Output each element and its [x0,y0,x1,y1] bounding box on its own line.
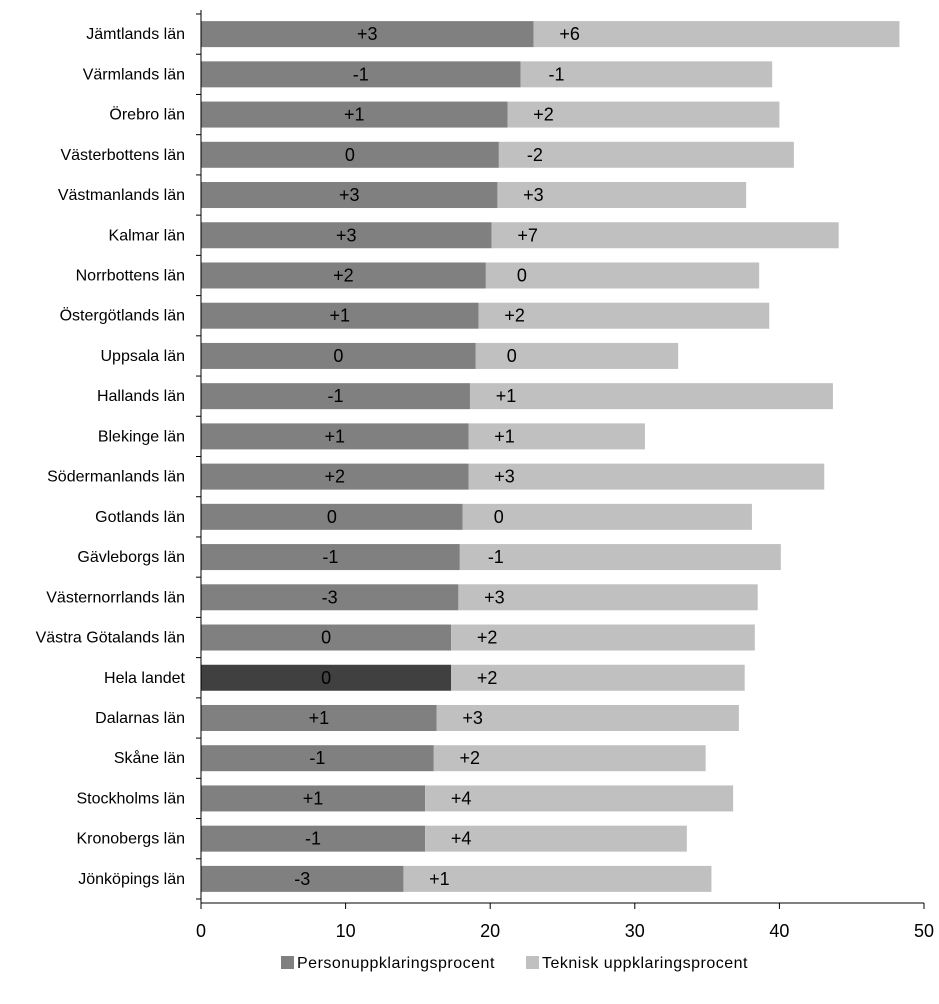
bar-label-teknisk-uppklaring: +7 [517,225,538,245]
x-tick-label: 10 [336,921,356,941]
category-label: Skåne län [114,749,185,767]
category-label: Örebro län [109,106,185,124]
x-tick-label: 0 [196,921,206,941]
bar-label-personuppklaring: +1 [344,105,365,125]
bar-label-personuppklaring: -1 [327,386,343,406]
category-label: Dalarnas län [95,710,185,727]
bar-label-personuppklaring: -1 [305,829,321,849]
bar-label-teknisk-uppklaring: +3 [494,467,515,487]
bar-label-personuppklaring: 0 [333,346,343,366]
bar-label-teknisk-uppklaring: -2 [527,145,543,165]
category-label: Värmlands län [83,66,185,83]
bar-teknisk-uppklaring [534,21,900,47]
x-tick-label: 40 [769,921,789,941]
bar-label-personuppklaring: -3 [322,587,338,607]
bars-layer: +3 +6 -1 -1 +1 +2 0 -2 +3 +3 +3 +7 +2 0 +1 +2 0 0 -1 +1 +1 +1… [201,21,899,892]
bar-teknisk-uppklaring [469,464,825,490]
category-labels: Jämtlands län Värmlands län Örebro län Väst… [36,26,186,888]
legend-label-teknisk-uppklaring: Teknisk uppklaringsprocent [542,955,748,972]
bar-label-personuppklaring: 0 [321,628,331,648]
bar-label-personuppklaring: +1 [330,306,351,326]
legend-swatch-teknisk-uppklaring [526,956,539,969]
bar-label-teknisk-uppklaring: 0 [507,346,517,366]
bar-label-personuppklaring: +3 [339,185,360,205]
bar-label-teknisk-uppklaring: +2 [477,628,498,648]
x-tick-label: 30 [625,921,645,941]
bar-label-personuppklaring: +2 [324,467,345,487]
bar-label-teknisk-uppklaring: +4 [451,829,472,849]
bar-label-personuppklaring: +1 [309,708,330,728]
bar-label-teknisk-uppklaring: -1 [549,64,565,84]
bar-label-personuppklaring: +1 [303,788,324,808]
bar-label-teknisk-uppklaring: +1 [496,386,517,406]
bar-label-teknisk-uppklaring: +2 [460,748,481,768]
bar-teknisk-uppklaring [492,222,839,248]
bar-label-personuppklaring: -1 [353,64,369,84]
legend: Personuppklaringsprocent Teknisk uppklari… [281,955,748,972]
category-label: Jämtlands län [86,26,185,43]
bar-label-personuppklaring: 0 [327,507,337,527]
legend-swatch-personuppklaring [281,956,294,969]
category-label: Gotlands län [95,509,185,526]
bar-teknisk-uppklaring [460,544,781,570]
category-label: Västernorrlands län [46,589,185,606]
bar-label-teknisk-uppklaring: +4 [451,788,472,808]
bar-label-teknisk-uppklaring: 0 [494,507,504,527]
category-label: Kronobergs län [76,831,185,848]
category-label: Jönköpings län [78,871,185,888]
x-tick-label: 50 [914,921,934,941]
bar-label-teknisk-uppklaring: +2 [504,306,525,326]
bar-label-personuppklaring: -3 [294,869,310,889]
bar-label-personuppklaring: +1 [324,426,345,446]
category-label: Kalmar län [109,227,185,244]
bar-label-teknisk-uppklaring: +1 [429,869,450,889]
category-label: Uppsala län [101,348,186,365]
bar-label-personuppklaring: +3 [357,24,378,44]
bar-label-personuppklaring: +3 [336,225,357,245]
bar-label-teknisk-uppklaring: -1 [488,547,504,567]
category-label: Gävleborgs län [77,549,185,566]
category-label: Södermanlands län [47,469,185,486]
bar-label-teknisk-uppklaring: +6 [559,24,580,44]
x-tick-label: 20 [480,921,500,941]
category-label: Östergötlands län [60,307,185,325]
bar-label-teknisk-uppklaring: +2 [533,105,554,125]
bar-label-personuppklaring: +2 [333,265,354,285]
bar-label-teknisk-uppklaring: +3 [523,185,544,205]
category-label: Västra Götalands län [36,630,185,647]
category-label: Norrbottens län [76,267,185,284]
legend-label-personuppklaring: Personuppklaringsprocent [297,955,495,972]
bar-label-teknisk-uppklaring: 0 [517,265,527,285]
category-label: Västerbottens län [60,147,185,164]
bar-label-personuppklaring: 0 [345,145,355,165]
bar-teknisk-uppklaring [499,142,794,168]
bar-teknisk-uppklaring [463,504,752,530]
bar-label-teknisk-uppklaring: +3 [484,587,505,607]
category-label: Hela landet [104,670,186,687]
bar-teknisk-uppklaring [470,383,833,409]
bar-label-teknisk-uppklaring: +2 [477,668,498,688]
bar-label-personuppklaring: -1 [322,547,338,567]
category-label: Stockholms län [77,790,186,807]
bar-label-personuppklaring: 0 [321,668,331,688]
category-label: Västmanlands län [58,187,185,204]
bar-label-personuppklaring: -1 [309,748,325,768]
bar-label-teknisk-uppklaring: +3 [462,708,483,728]
category-label: Blekinge län [98,428,185,445]
bar-label-teknisk-uppklaring: +1 [494,426,515,446]
category-label: Hallands län [97,388,185,405]
